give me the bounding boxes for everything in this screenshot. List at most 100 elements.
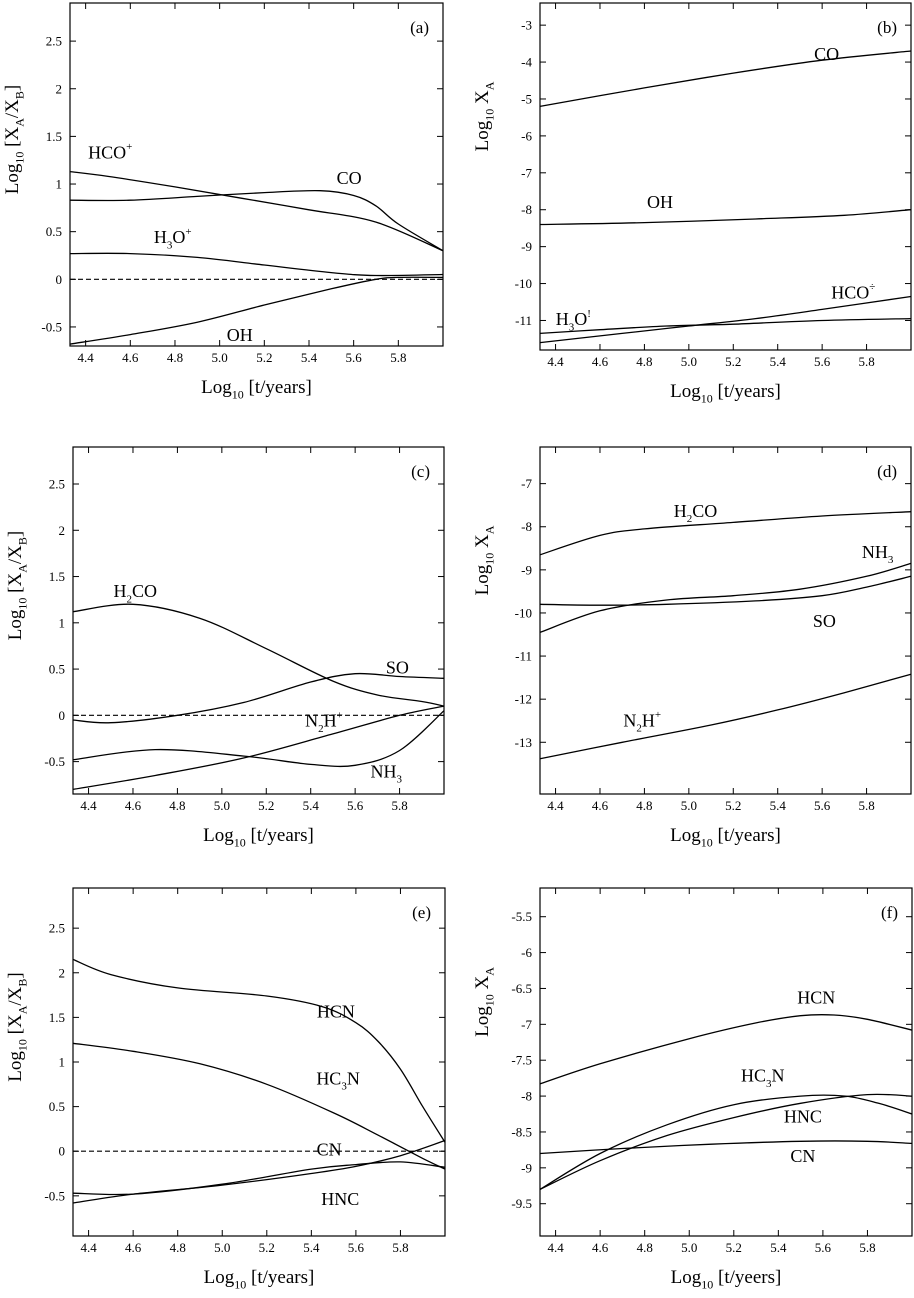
series-label: HCN [797,988,835,1008]
label-part: Log [472,564,493,595]
label-part: NH [862,542,888,562]
x-axis-title: Log10 [t/years] [203,825,314,850]
y-tick-label: -9 [521,239,532,254]
x-tick-label: 5.4 [303,798,320,813]
label-part: [t/years] [713,381,781,402]
series-label: HNC [784,1107,822,1127]
series-label: NH3 [370,761,402,785]
series-line [539,562,912,634]
x-tick-label: 4.4 [547,354,564,369]
chart-panel: 4.4 4.6 4.8 5.0 5.2 5.4 5.6 5.8 -9.5 -9 -8.5 -8 -7.5… [472,887,913,1292]
label-part: HC [741,1066,766,1086]
label-part: 2 [636,723,642,735]
label-part: X [472,90,493,109]
x-tick-label: 4.8 [170,1240,186,1255]
series-line [539,1140,913,1155]
chart-panel: 4.4 4.6 4.8 5.0 5.2 5.4 5.6 5.8 -0.5 0 0.5 1 1.5 2 2.5… [5,887,446,1292]
series-label: HCN [317,1001,355,1021]
label-part: ÷ [869,281,875,293]
panel-letter: (f) [881,903,898,922]
x-tick-label: 5.2 [725,354,741,369]
label-part: [X [5,573,26,598]
y-tick-label: 0.5 [49,662,65,677]
x-tick-label: 5.8 [858,798,874,813]
x-tick-label: 4.8 [167,350,183,365]
x-tick-label: 5.2 [259,1240,275,1255]
label-part: X [472,534,493,553]
x-axis-title: Log10 [t/years] [670,381,781,406]
y-tick-label: 1.5 [49,569,65,584]
x-tick-label: 5.4 [303,1240,320,1255]
y-tick-label: -3 [521,18,532,33]
x-tick-label: 5.6 [815,1240,832,1255]
label-part: [t/years] [244,377,312,398]
series-line [69,170,444,252]
x-tick-label: 4.6 [592,354,609,369]
series-label: OH [227,325,253,345]
label-part: 10 [16,1039,30,1051]
series-line [539,295,912,344]
y-tick-label: 0.5 [46,224,62,239]
label-part: H [113,581,126,601]
plot-frame [539,2,912,351]
label-part: Log [5,1051,26,1082]
y-tick-label: -0.5 [41,319,62,334]
x-axis-title: Log10 [t/years] [670,825,781,850]
series-line [72,1161,446,1196]
series-label: HC3N [741,1066,785,1090]
x-tick-label: 4.8 [636,354,652,369]
y-tick-label: -6 [521,128,532,143]
y-tick-label: -8 [521,1089,532,1104]
series-line [539,575,912,606]
x-tick-label: 4.6 [122,350,139,365]
label-part: CO [692,501,717,521]
x-tick-label: 5.8 [391,798,407,813]
y-tick-label: -11 [515,649,532,664]
label-part: 10 [234,836,246,850]
series-line [539,50,912,108]
label-part: H [324,710,337,730]
series-label: N2H+ [623,709,661,735]
y-tick-label: -10 [515,605,532,620]
label-part: 10 [483,553,497,565]
y-tick-label: 1.5 [46,129,62,144]
chart-panel: 4.4 4.6 4.8 5.0 5.2 5.4 5.6 5.8 -0.5 0 0.5 1 1.5 2 2.5… [5,446,445,850]
label-part: 10 [701,1278,713,1292]
x-tick-label: 4.4 [80,1240,97,1255]
label-part: /X [2,99,23,118]
label-part: B [16,537,30,545]
label-part: Log [472,120,493,151]
x-axis-title: Log10 [t/years] [201,377,312,402]
x-tick-label: 5.6 [347,798,364,813]
label-part: HCN [797,988,835,1008]
panel-letter: (d) [877,462,897,481]
x-tick-label: 5.0 [681,1240,697,1255]
label-part: /X [5,986,26,1005]
label-part: [X [2,127,23,152]
label-part: 10 [13,152,27,164]
y-tick-label: -7 [521,476,532,491]
y-tick-label: -7.5 [511,1053,532,1068]
y-tick-label: 1 [59,1055,66,1070]
label-part: SO [386,658,409,678]
label-part: + [126,141,132,153]
y-tick-label: 0 [59,1144,66,1159]
series-label: CO [814,44,839,64]
y-tick-label: -8 [521,519,532,534]
y-tick-label: 0.5 [49,1099,65,1114]
label-part: N [623,710,636,730]
label-part: 10 [232,388,244,402]
x-tick-label: 5.6 [348,1240,365,1255]
chart-panel: 4.4 4.6 4.8 5.0 5.2 5.4 5.6 5.8 -11 -10 -9 -8 -7 -6 -5… [472,2,912,406]
series-line [539,511,912,556]
y-tick-label: -5.5 [511,909,532,924]
x-tick-label: 5.8 [858,354,874,369]
y-axis-title: Log10 XA [472,967,497,1037]
y-tick-label: -13 [515,735,532,750]
plot-frame [72,446,445,795]
label-part: CO [132,581,157,601]
series-label: OH [647,192,673,212]
label-part: O [172,227,185,247]
series-line [69,252,444,277]
label-part: NH [370,761,396,781]
